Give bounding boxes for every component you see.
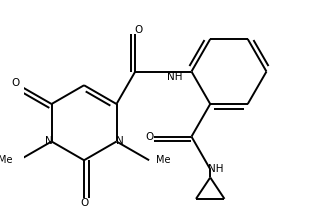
Text: O: O xyxy=(80,198,88,208)
Text: O: O xyxy=(12,78,20,88)
Text: NH: NH xyxy=(167,72,182,82)
Text: NH: NH xyxy=(208,164,224,174)
Text: Me: Me xyxy=(156,155,171,165)
Text: Me: Me xyxy=(0,155,12,165)
Text: N: N xyxy=(116,136,123,147)
Text: O: O xyxy=(134,25,142,35)
Text: N: N xyxy=(45,136,52,147)
Text: O: O xyxy=(145,132,154,142)
